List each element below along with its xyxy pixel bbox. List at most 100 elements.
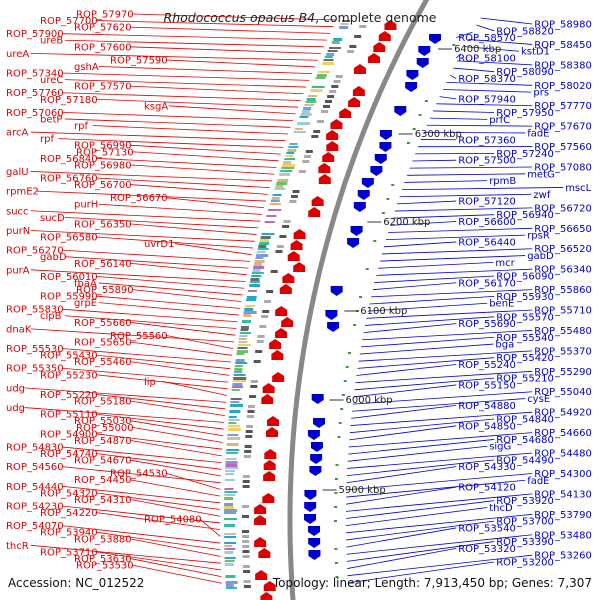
- feature-block: [260, 236, 271, 239]
- feature-block: [225, 464, 238, 467]
- gene-label-left: lip: [144, 377, 156, 388]
- gene-label-right: rpsR: [527, 231, 550, 242]
- forward-gene: [272, 372, 285, 382]
- feature-block: [242, 505, 250, 508]
- label-leader: [412, 159, 457, 162]
- gene-label-left: ROP_54310: [74, 495, 132, 506]
- feature-block: [253, 360, 261, 363]
- feature-block: [323, 105, 330, 108]
- label-leader: [30, 171, 273, 182]
- feature-block: [329, 47, 341, 49]
- reverse-gene: [394, 106, 407, 116]
- reverse-gene: [327, 322, 340, 332]
- label-leader: [129, 46, 321, 54]
- label-leader: [409, 166, 533, 169]
- feature-block: [226, 449, 240, 451]
- gene-label-left: ROP_55220: [40, 390, 98, 401]
- gene-label-right: ROP_56090: [496, 271, 554, 282]
- feature-block: [359, 25, 367, 28]
- marker: [452, 44, 456, 46]
- label-leader: [95, 551, 222, 571]
- gene-label-left: ROP_56270: [6, 246, 64, 257]
- feature-block: [249, 281, 260, 283]
- gene-label-left: ROP_53710: [40, 547, 98, 558]
- gene-label-left: ROP_56350: [74, 219, 132, 230]
- gene-label-right: ROP_58100: [458, 54, 516, 65]
- reverse-gene: [347, 238, 360, 248]
- label-leader: [64, 315, 237, 329]
- label-leader: [349, 418, 495, 434]
- label-leader: [346, 466, 457, 484]
- feature-block: [226, 443, 239, 446]
- feature-block: [304, 155, 312, 158]
- gene-label-right: ROP_53700: [496, 517, 554, 528]
- feature-block: [290, 195, 298, 198]
- gene-label-right: ROP_55240: [458, 360, 516, 371]
- feature-block: [225, 470, 236, 472]
- gene-label-left: thcR: [6, 541, 29, 552]
- feature-block: [266, 215, 277, 217]
- feature-block: [247, 415, 254, 418]
- label-leader: [346, 527, 457, 548]
- feature-block: [224, 512, 236, 514]
- reverse-gene: [304, 502, 317, 512]
- label-leader: [24, 407, 225, 423]
- gene-label-right: ROP_56720: [534, 203, 592, 214]
- gene-label-right: ROP_54850: [458, 421, 516, 432]
- gene-label-left: succ: [6, 206, 29, 217]
- label-leader: [378, 261, 494, 269]
- feature-block: [246, 299, 257, 301]
- label-leader: [390, 221, 457, 226]
- gene-label-left: ROP_55660: [74, 318, 132, 329]
- label-leader: [165, 472, 221, 490]
- gene-label-left: rpf: [74, 121, 88, 132]
- label-leader: [131, 289, 242, 303]
- label-leader: [98, 203, 263, 215]
- gene-label-right: ROP_55370: [534, 346, 592, 357]
- feature-block: [242, 545, 250, 548]
- label-leader: [95, 98, 299, 108]
- reverse-gene: [429, 34, 442, 44]
- feature-block: [224, 506, 235, 509]
- label-leader: [174, 243, 252, 256]
- marker: [340, 408, 344, 410]
- reverse-gene: [418, 46, 431, 56]
- gene-label-right: ROP_53480: [534, 530, 592, 541]
- feature-block: [349, 45, 357, 48]
- label-leader: [379, 255, 526, 262]
- gene-label-right: ROP_57670: [534, 122, 592, 133]
- summary-text: Topology: linear; Length: 7,913,450 bp; …: [272, 576, 592, 590]
- gene-label-right: ROP_57080: [534, 163, 592, 174]
- accession-text: Accession: NC_012522: [8, 576, 145, 590]
- feature-block: [254, 260, 265, 263]
- reverse-gene: [374, 154, 387, 164]
- gene-label-left: ROP_56140: [74, 259, 132, 270]
- forward-gene: [378, 31, 391, 41]
- gene-label-right: ROP_57560: [534, 142, 592, 153]
- gene-label-left: ROP_57340: [6, 69, 64, 80]
- forward-gene: [258, 548, 271, 558]
- reverse-gene: [304, 514, 317, 524]
- label-leader: [64, 118, 291, 128]
- feature-block: [244, 445, 252, 448]
- gene-label-left: ROP_54670: [74, 456, 132, 467]
- label-leader: [350, 411, 533, 426]
- marker: [365, 268, 369, 270]
- reverse-gene: [309, 466, 322, 476]
- reverse-gene: [379, 130, 392, 140]
- feature-block: [270, 200, 280, 202]
- feature-block: [225, 581, 238, 584]
- feature-block: [289, 200, 297, 203]
- feature-block: [322, 62, 335, 65]
- feature-block: [255, 350, 263, 353]
- label-leader: [131, 564, 222, 584]
- gene-label-left: fbaA: [74, 278, 97, 289]
- gene-label-right: ROP_58570: [458, 33, 516, 44]
- feature-block: [261, 315, 269, 318]
- label-leader: [353, 384, 457, 398]
- forward-gene: [330, 119, 343, 129]
- reverse-gene: [307, 430, 320, 440]
- feature-block: [292, 190, 300, 193]
- gene-label-right: benE: [489, 299, 514, 310]
- forward-gene: [261, 394, 274, 404]
